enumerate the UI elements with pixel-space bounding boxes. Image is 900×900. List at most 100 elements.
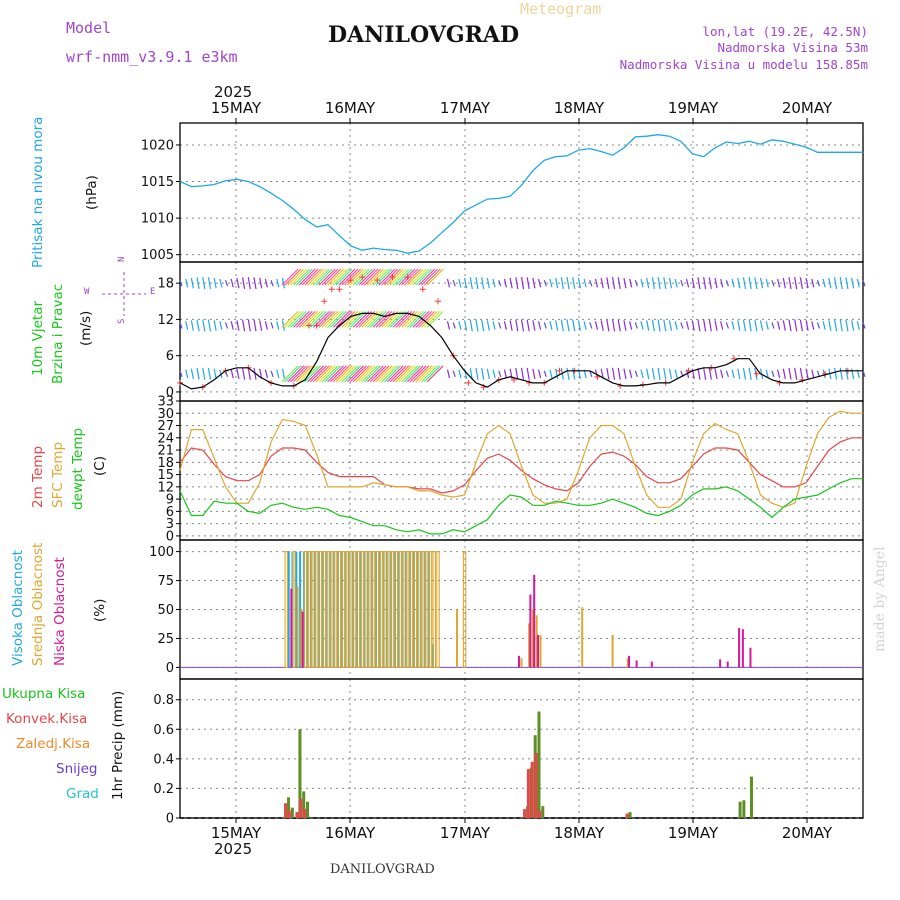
wind-barb	[190, 368, 194, 380]
wind-barb	[657, 367, 661, 380]
wind-barb	[640, 321, 644, 330]
cloud-bar-low	[749, 647, 752, 668]
wind-barb	[714, 320, 718, 331]
y-tick-label: 24	[157, 431, 174, 446]
wind-barb	[845, 277, 849, 290]
precip-bar-convective	[534, 752, 538, 818]
wind-barb	[270, 370, 274, 377]
wind-barb	[623, 320, 627, 331]
y-tick-label: 6	[166, 349, 174, 364]
wind-barb	[526, 277, 530, 290]
y-tick-label: 0	[166, 661, 174, 676]
wind-barb	[458, 321, 462, 330]
wind-barb	[589, 279, 593, 287]
storm-wind-barb	[330, 365, 347, 383]
wind-barb	[515, 367, 519, 380]
wind-barb	[196, 277, 200, 290]
y-tick-label: 0	[166, 385, 174, 400]
storm-wind-barb	[287, 311, 305, 328]
storm-wind-barb	[409, 268, 427, 286]
wind-barb	[634, 370, 638, 377]
y-tick-label: 0.8	[153, 693, 174, 708]
cloud-bar-mid	[322, 551, 326, 668]
cloud-bar-mid	[436, 551, 440, 668]
wind-barb	[486, 368, 490, 380]
cloud-bar-mid	[531, 609, 534, 668]
wind-barb	[555, 277, 559, 289]
wind-barb	[179, 322, 183, 329]
storm-wind-barb	[367, 268, 384, 286]
wind-barb	[264, 369, 268, 379]
wind-barb	[594, 321, 599, 330]
wind-barb	[759, 277, 764, 289]
storm-wind-barb	[375, 365, 393, 383]
wind-barb	[782, 320, 786, 331]
storm-wind-barb	[281, 311, 299, 328]
storm-wind-barb	[349, 365, 367, 383]
wind-barb	[742, 277, 747, 290]
storm-wind-barb	[284, 268, 302, 286]
cloud-bar-mid	[626, 658, 629, 668]
wind-barb	[674, 369, 678, 379]
wind-barb	[532, 277, 536, 289]
wind-barb	[811, 321, 815, 330]
storm-wind-barb	[404, 268, 421, 286]
wind-barb	[794, 319, 798, 332]
location-coords: lon,lat (19.2E, 42.5N)	[702, 24, 868, 39]
y-tick-label: 0.6	[153, 723, 174, 738]
wind-barb	[446, 321, 451, 330]
storm-wind-barb	[389, 268, 407, 286]
cloud-bar-mid	[455, 609, 458, 668]
storm-wind-barb	[341, 268, 359, 286]
wind-barb	[703, 367, 707, 380]
wind-barb	[777, 369, 781, 379]
cloud-bar-mid	[303, 551, 307, 668]
wind-barb	[771, 370, 775, 377]
wind-barb	[748, 277, 752, 290]
wind-barb	[782, 368, 786, 380]
y-tick-label: 0.2	[153, 782, 174, 797]
wind-barb	[646, 320, 650, 331]
bottom-station-name: DANILOVGRAD	[330, 862, 435, 877]
wind-barb	[697, 319, 701, 332]
cloud-bar-low	[518, 655, 521, 668]
cloud-bar-mid	[330, 551, 334, 668]
precip-bar-convective	[299, 798, 303, 818]
storm-wind-barb	[392, 268, 410, 286]
top-day-label: 18MAY	[554, 99, 605, 117]
storm-wind-barb	[315, 311, 333, 328]
cloud-bar-mid	[345, 551, 349, 668]
storm-wind-barb	[395, 365, 413, 383]
wind-barb	[754, 277, 758, 290]
wind-barb	[247, 277, 251, 290]
storm-wind-barb	[284, 311, 302, 328]
wind-barb	[469, 277, 473, 290]
storm-wind-barb	[318, 311, 336, 328]
precip-bar-convective	[523, 809, 527, 818]
wind-barb	[600, 277, 604, 289]
storm-wind-barb	[378, 268, 396, 286]
storm-wind-barb	[395, 268, 413, 286]
storm-wind-barb	[293, 365, 310, 383]
cloud-bar-high	[299, 551, 302, 668]
wind-barb	[526, 319, 530, 332]
wind-barb	[498, 370, 502, 377]
wind-barb	[253, 319, 257, 332]
wind-barb	[725, 279, 729, 287]
storm-wind-barb	[304, 268, 322, 286]
wind-barb	[600, 320, 604, 331]
cloud-bar-low	[726, 661, 729, 668]
storm-wind-barb	[412, 311, 430, 328]
storm-wind-barb	[423, 311, 441, 328]
cloud-bar-mid	[367, 551, 372, 668]
wind-barb	[731, 278, 735, 288]
cloud-bar-mid	[581, 607, 584, 668]
y-tick-label: 6	[166, 505, 174, 520]
y-tick-label: 9	[166, 493, 174, 508]
wind-obs-marker	[347, 277, 354, 284]
wind-barb	[481, 277, 485, 290]
storm-wind-barb	[347, 268, 364, 286]
wind-barb	[839, 367, 843, 380]
compass-w-label: W	[84, 287, 90, 297]
cloud-bar-mid	[383, 551, 387, 668]
